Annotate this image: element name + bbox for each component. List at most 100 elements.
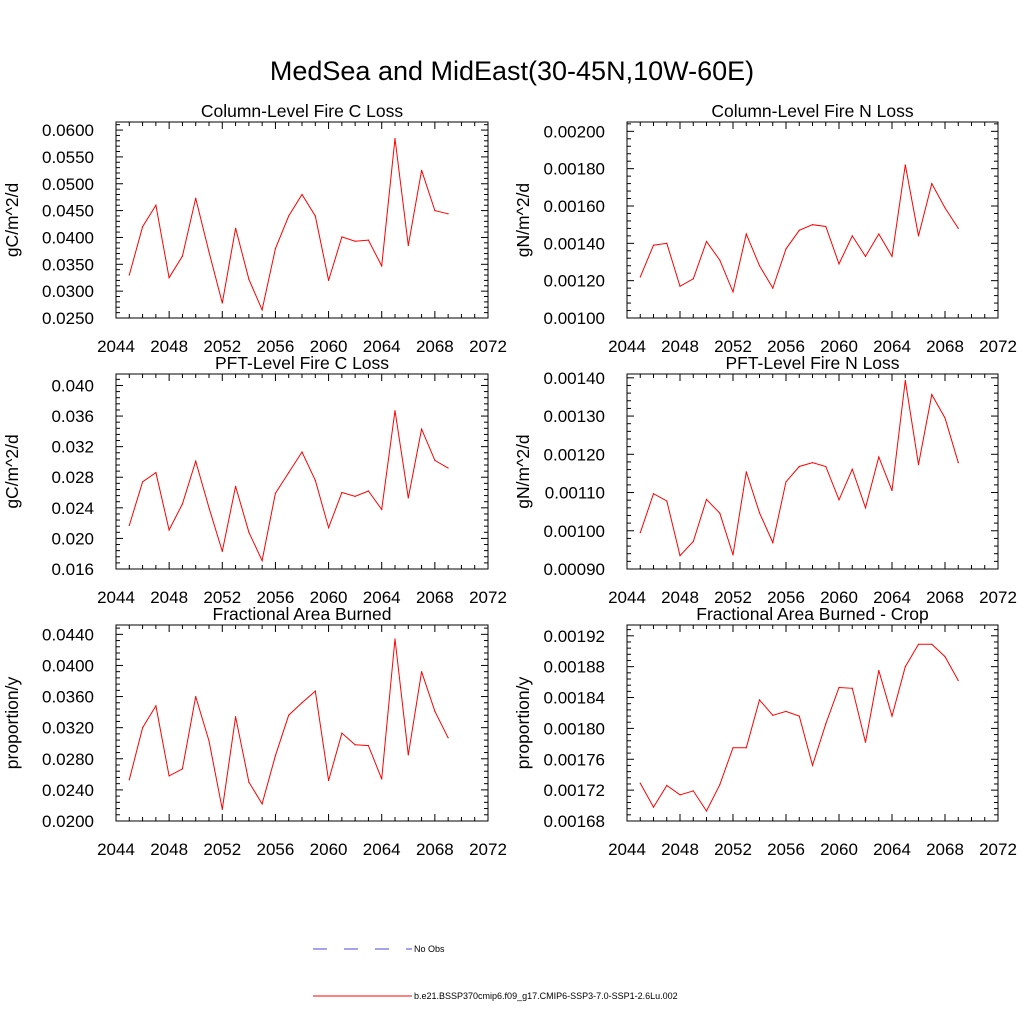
panel-4-data-point: [838, 499, 840, 501]
panel-4-data-point: [679, 555, 681, 557]
panel-2-data-point: [798, 229, 800, 231]
panel-3-title: PFT-Level Fire C Loss: [215, 353, 389, 373]
panel-3-y-tick-label: 0.016: [51, 560, 94, 579]
panel-2-data-point: [666, 242, 668, 244]
panel-4-y-axis-label: gN/m^2/d: [513, 434, 533, 508]
panel-5-data-point: [168, 775, 170, 777]
panel-4-y-tick-label: 0.00120: [544, 445, 605, 464]
panel-3-y-tick-label: 0.024: [51, 499, 94, 518]
panel-1-data-point: [447, 213, 449, 215]
panel-1-data-point: [248, 278, 250, 280]
panel-1-data-point: [168, 277, 170, 279]
panel-1-data-point: [195, 197, 197, 199]
panel-4-data-point: [878, 456, 880, 458]
panel-1-x-tick-label: 2068: [416, 337, 454, 356]
figure-title: MedSea and MidEast(30-45N,10W-60E): [269, 56, 755, 86]
panel-2-data-point: [692, 278, 694, 280]
panel-2-data-point: [838, 263, 840, 265]
panel-1-data-point: [181, 255, 184, 257]
panel-3-data-point: [195, 460, 197, 462]
panel-4-x-tick-label: 2072: [979, 588, 1017, 607]
panel-6-data-point: [732, 747, 734, 749]
panel-6-x-tick-label: 2064: [873, 840, 911, 859]
legend-no-obs-label: No Obs: [414, 944, 445, 954]
panel-4-data-point: [772, 542, 774, 544]
panel-6-data-point: [851, 687, 853, 689]
panel-2-x-tick-label: 2068: [926, 337, 964, 356]
panel-4-data-point: [666, 500, 668, 502]
panel-1-data-point: [314, 215, 316, 217]
panel-4-x-tick-label: 2064: [873, 588, 911, 607]
panel-3-data-point: [394, 410, 396, 412]
panel-6-data-point: [931, 643, 933, 645]
panel-3-data-point: [234, 485, 237, 488]
panel-3-data-point: [141, 481, 144, 483]
panel-6-x-tick-label: 2048: [661, 840, 699, 859]
panel-5-data-point: [301, 702, 303, 704]
panel-6-data-point: [917, 643, 920, 645]
panel-3-data-point: [128, 524, 130, 527]
panel-1-x-tick-label: 2052: [203, 337, 241, 356]
panel-1-y-tick-label: 0.0300: [42, 282, 94, 301]
panel-3-series-line: [128, 410, 449, 563]
panel-2-data-point: [758, 265, 761, 267]
panel-4-data-point: [825, 465, 827, 468]
panel-4-x-tick-label: 2060: [820, 588, 858, 607]
panel-2-y-axis-label: gN/m^2/d: [513, 183, 533, 257]
panel-3-data-point: [301, 451, 303, 453]
panel-5-y-tick-label: 0.0400: [42, 656, 94, 675]
panel-6-y-tick-label: 0.00168: [544, 812, 605, 831]
panel-4-frame: [626, 373, 999, 570]
panel-4-x-tick-label: 2056: [767, 588, 805, 607]
panel-6-y-tick-label: 0.00172: [544, 781, 605, 800]
panel-1-data-point: [354, 240, 356, 242]
panel-6-title: Fractional Area Burned - Crop: [696, 604, 928, 624]
panel-6-data-point: [891, 715, 893, 717]
panel-5-data-point: [447, 737, 449, 739]
panel-1-y-tick-label: 0.0500: [42, 175, 94, 194]
panel-5-data-point: [261, 803, 263, 805]
panel-1-series-line: [128, 138, 449, 312]
panel-3-data-point: [168, 529, 170, 531]
panel-6-data-point: [798, 715, 800, 717]
panel-1-y-tick-label: 0.0350: [42, 255, 94, 274]
panel-6-data-point: [838, 686, 840, 689]
panel-6-data-point: [639, 782, 641, 784]
panel-3-data-point: [248, 531, 250, 533]
panel-6-y-axis-label: proportion/y: [513, 677, 533, 770]
panel-2-data-point: [825, 225, 827, 228]
panel-2-data-point: [944, 207, 946, 209]
panel-1-data-point: [208, 251, 210, 253]
panel-1-x-tick-label: 2060: [310, 337, 348, 356]
panel-2-data-point: [732, 291, 734, 293]
panel-1-x-tick-label: 2056: [257, 337, 295, 356]
panel-1-x-tick-label: 2064: [363, 337, 401, 356]
panel-2-x-tick-label: 2072: [979, 337, 1017, 356]
panel-4-title: PFT-Level Fire N Loss: [725, 353, 899, 373]
panel-5-data-point: [221, 808, 223, 810]
panel-6-x-tick-label: 2052: [714, 840, 752, 859]
panel-6-data-point: [705, 810, 708, 812]
panel-6-data-point: [785, 710, 787, 713]
panel-3-y-tick-label: 0.040: [51, 376, 94, 395]
panel-2-data-point: [639, 276, 641, 278]
panel-3-x-tick-label: 2068: [416, 588, 454, 607]
panel-2-y-tick-label: 0.00100: [544, 309, 605, 328]
panel-5-x-tick-label: 2072: [469, 840, 507, 859]
panel-6-data-point: [758, 699, 761, 701]
panel-2-x-tick-label: 2060: [820, 337, 858, 356]
panel-5-y-tick-label: 0.0240: [42, 781, 94, 800]
panel-6-x-tick-label: 2056: [767, 840, 805, 859]
panel-5-data-point: [314, 690, 316, 692]
panel-4-data-point: [785, 481, 787, 483]
panel-2-x-tick-label: 2056: [767, 337, 805, 356]
panel-4-data-point: [758, 512, 761, 514]
panel-6-y-tick-label: 0.00176: [544, 750, 605, 769]
panel-1-data-point: [327, 279, 330, 282]
panel-2-data-point: [957, 227, 959, 229]
panel-4-data-point: [652, 493, 655, 495]
panel-1-data-point: [341, 236, 343, 238]
panel-3-x-tick-label: 2048: [150, 588, 188, 607]
panel-2-data-point: [811, 224, 814, 226]
panel-4-data-point: [957, 462, 959, 464]
